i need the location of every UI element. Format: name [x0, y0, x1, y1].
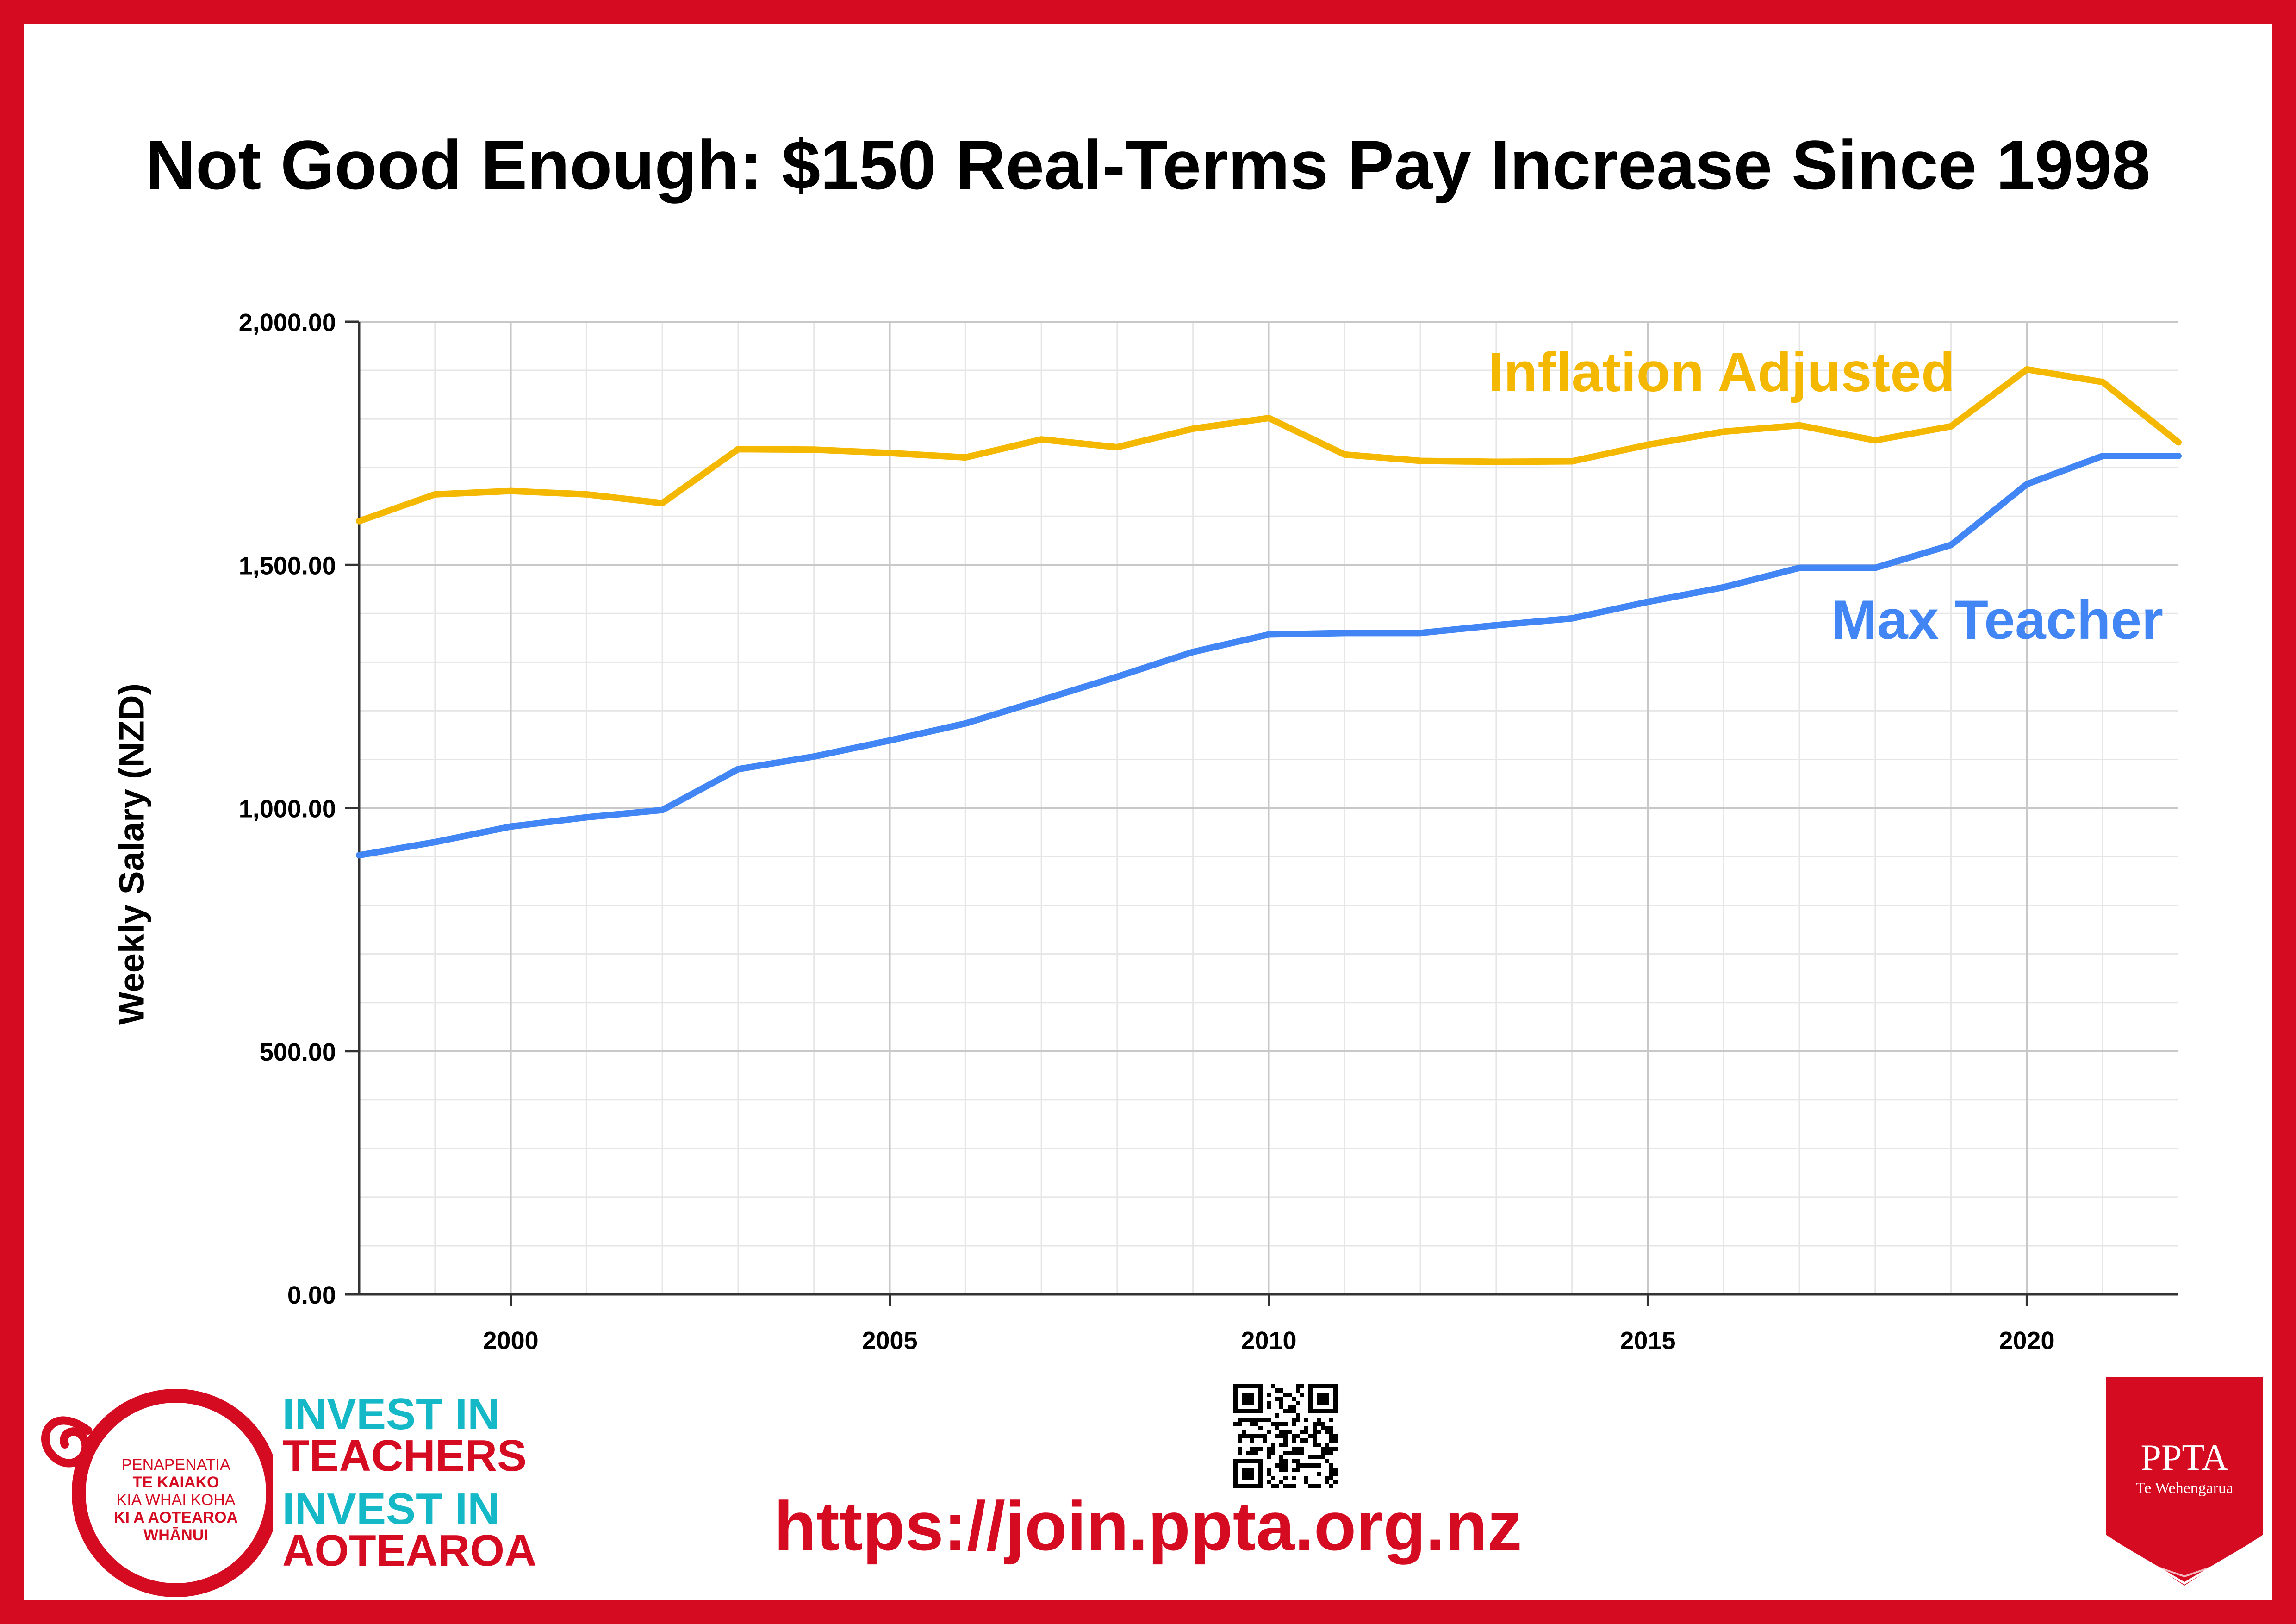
- y-tick-label: 500.00: [260, 1038, 336, 1066]
- y-tick-label: 2,000.00: [239, 309, 336, 337]
- qr-code-icon[interactable]: [1233, 1384, 1338, 1488]
- series-line-max-teacher: [356, 452, 2182, 859]
- campaign-invest-in-1: INVEST IN: [282, 1389, 500, 1439]
- join-url-link[interactable]: https://join.ppta.org.nz: [774, 1487, 1522, 1565]
- y-tick-label: 0.00: [287, 1281, 336, 1309]
- series-line-inflation-adjusted: [356, 366, 2182, 525]
- x-tick-label: 2010: [1241, 1327, 1296, 1355]
- logo-line-2: TE KAIAKO: [133, 1474, 219, 1491]
- logo-line-4: KI A AOTEAROA: [114, 1509, 238, 1526]
- y-axis-title: Weekly Salary (NZD): [112, 683, 152, 1025]
- x-tick-label: 2005: [862, 1327, 917, 1355]
- penapenatia-logo: PENAPENATIA TE KAIAKO KIA WHAI KOHA KI A…: [41, 1389, 273, 1597]
- ppta-subtitle: Te Wehengarua: [2136, 1480, 2233, 1497]
- ppta-logo: PPTA Te Wehengarua: [2106, 1377, 2263, 1586]
- logo-line-5: WHĀNUI: [143, 1526, 208, 1544]
- campaign-invest-in-2: INVEST IN: [282, 1484, 500, 1534]
- y-tick-label: 1,000.00: [239, 795, 336, 823]
- series-label-inflation-adjusted: Inflation Adjusted: [1488, 341, 1955, 403]
- logo-line-1: PENAPENATIA: [121, 1456, 230, 1474]
- x-tick-label: 2020: [1999, 1327, 2054, 1355]
- x-tick-label: 2000: [483, 1327, 539, 1355]
- campaign-aotearoa: AOTEAROA: [282, 1526, 537, 1575]
- series-label-max-teacher: Max Teacher: [1831, 589, 2163, 651]
- x-tick-label: 2015: [1620, 1327, 1675, 1355]
- y-tick-label: 1,500.00: [239, 552, 336, 580]
- ppta-name: PPTA: [2140, 1437, 2228, 1478]
- logo-line-3: KIA WHAI KOHA: [117, 1491, 236, 1509]
- campaign-teachers: TEACHERS: [282, 1431, 527, 1480]
- chart-title: Not Good Enough: $150 Real-Terms Pay Inc…: [145, 126, 2151, 204]
